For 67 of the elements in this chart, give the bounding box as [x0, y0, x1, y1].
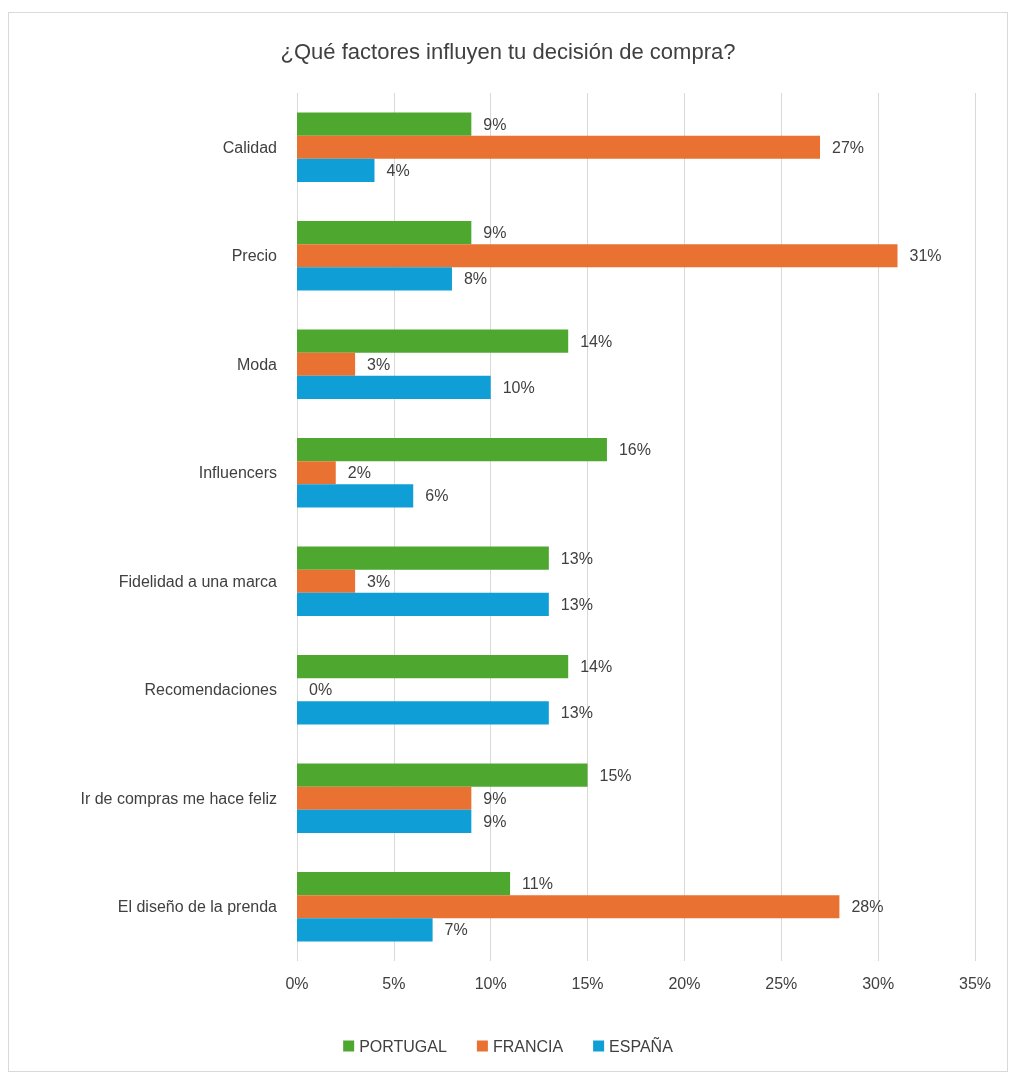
bar — [297, 701, 549, 725]
y-tick-label: Fidelidad a una marca — [118, 572, 278, 590]
bar — [297, 569, 356, 593]
legend-label: PORTUGAL — [359, 1037, 447, 1055]
data-label: 14% — [580, 658, 613, 676]
data-label: 14% — [580, 332, 613, 350]
bar — [297, 895, 840, 919]
data-label: 9% — [483, 789, 507, 807]
data-label: 28% — [851, 898, 884, 916]
bar — [297, 158, 375, 182]
data-label: 0% — [309, 681, 333, 699]
data-label: 31% — [909, 247, 942, 265]
bar — [297, 221, 472, 245]
data-label: 13% — [560, 704, 593, 722]
x-tick-label: 0% — [285, 974, 309, 992]
bar — [297, 484, 414, 508]
bar — [297, 438, 607, 462]
x-tick-label: 20% — [668, 974, 701, 992]
bar — [297, 918, 433, 942]
y-tick-label: El diseño de la prenda — [117, 898, 278, 916]
x-tick-label: 5% — [382, 974, 406, 992]
x-tick-label: 30% — [862, 974, 895, 992]
data-label: 13% — [560, 595, 593, 613]
x-tick-label: 10% — [474, 974, 507, 992]
bar — [297, 655, 569, 679]
bar — [297, 267, 452, 291]
bar — [297, 244, 898, 268]
bar — [297, 763, 588, 787]
bar — [297, 135, 821, 159]
bar — [297, 352, 356, 376]
bar — [297, 329, 569, 353]
chart-title: ¿Qué factores influyen tu decisión de compra? — [280, 38, 736, 64]
data-label: 2% — [347, 464, 371, 482]
x-tick-label: 15% — [571, 974, 604, 992]
data-label: 9% — [483, 812, 507, 830]
y-tick-label: Ir de compras me hace feliz — [80, 789, 277, 807]
y-tick-label: Precio — [231, 247, 278, 265]
bar — [297, 786, 472, 810]
data-label: 15% — [599, 766, 632, 784]
y-tick-label: Recomendaciones — [144, 681, 277, 699]
data-label: 8% — [463, 270, 488, 288]
bar — [297, 375, 491, 399]
y-tick-label: Moda — [236, 355, 278, 373]
bar — [297, 112, 472, 136]
data-label: 4% — [386, 161, 410, 179]
bar — [297, 461, 336, 485]
data-label: 7% — [444, 921, 468, 939]
bar — [297, 872, 511, 896]
data-label: 6% — [425, 487, 449, 505]
x-tick-label: 35% — [958, 974, 992, 992]
data-label: 13% — [560, 549, 593, 567]
y-tick-label: Influencers — [198, 464, 277, 482]
legend-label: FRANCIA — [492, 1037, 564, 1055]
data-label: 16% — [618, 441, 651, 459]
data-label: 10% — [502, 378, 535, 396]
bar — [297, 546, 549, 570]
data-label: 11% — [522, 875, 553, 893]
data-label: 3% — [367, 355, 391, 373]
y-tick-label: Calidad — [222, 138, 277, 156]
bar — [297, 592, 549, 616]
x-tick-label: 25% — [765, 974, 798, 992]
bar — [297, 809, 472, 833]
data-label: 3% — [367, 572, 391, 590]
data-label: 27% — [832, 138, 865, 156]
data-label: 9% — [483, 224, 507, 242]
legend-label: ESPAÑA — [609, 1035, 674, 1055]
data-label: 9% — [483, 115, 507, 133]
